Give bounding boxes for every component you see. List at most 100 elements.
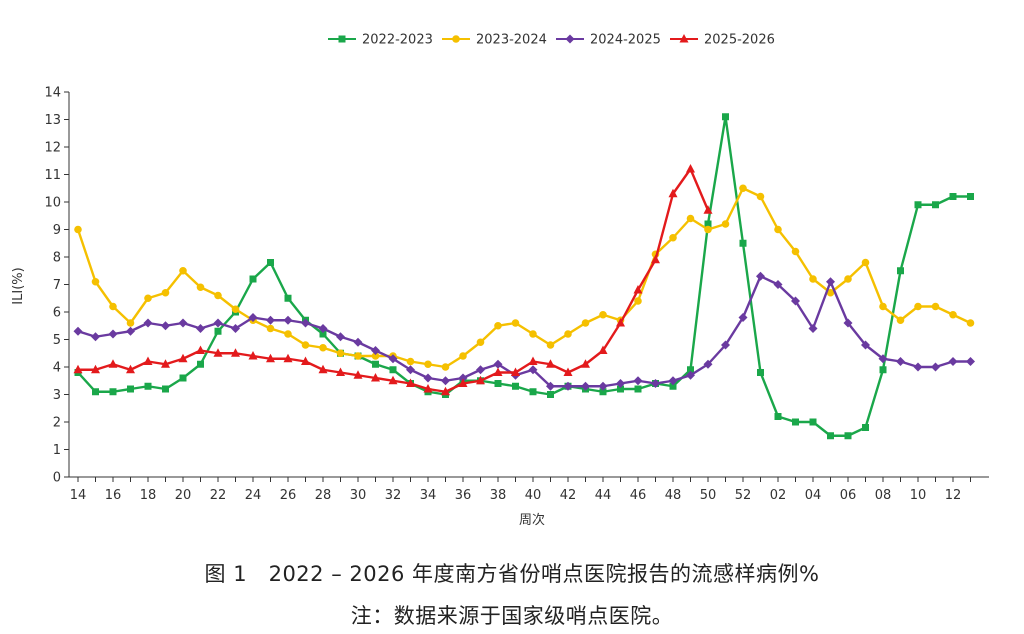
data-point [826, 277, 835, 287]
data-point [598, 381, 608, 391]
data-point [687, 366, 694, 374]
x-tick-label: 22 [210, 488, 227, 503]
data-point [92, 388, 99, 396]
data-point [494, 380, 502, 387]
data-point [389, 366, 397, 374]
data-point [406, 378, 415, 387]
data-point [581, 381, 590, 391]
data-point [388, 354, 398, 364]
data-point [197, 360, 204, 368]
data-point [144, 294, 152, 303]
data-point [774, 413, 782, 420]
data-point [931, 302, 940, 311]
data-point [91, 277, 100, 286]
y-tick-label: 3 [53, 388, 61, 403]
data-point [214, 291, 222, 300]
data-point [127, 385, 134, 393]
data-point [703, 205, 713, 214]
x-tick-label: 04 [805, 488, 822, 503]
data-point [774, 225, 782, 234]
data-point [248, 313, 258, 322]
data-point [703, 359, 713, 369]
data-point [73, 326, 83, 336]
data-point [319, 343, 327, 352]
data-point [441, 386, 450, 396]
data-point [546, 359, 555, 368]
y-tick-label: 0 [53, 471, 61, 486]
x-tick-label: 14 [70, 488, 87, 503]
data-point [301, 356, 310, 365]
data-point [897, 267, 904, 275]
data-point [896, 357, 905, 366]
data-point [74, 225, 82, 234]
data-point [178, 318, 188, 328]
data-point [721, 220, 730, 228]
data-point [948, 357, 958, 366]
data-point [284, 330, 292, 338]
data-point [722, 113, 729, 121]
data-point [493, 359, 503, 369]
series-2022-2023 [74, 113, 974, 440]
x-tick-label: 30 [350, 488, 367, 503]
data-point [792, 418, 799, 426]
data-point [494, 321, 502, 330]
data-point [196, 345, 205, 354]
data-point [476, 365, 485, 375]
data-point [161, 359, 170, 368]
series-line [77, 275, 971, 388]
data-point [371, 373, 380, 382]
data-point [371, 346, 380, 355]
data-point [704, 220, 712, 228]
data-point [179, 374, 187, 382]
legend-item: 2022-2023 [328, 33, 433, 48]
data-point [844, 275, 852, 283]
data-point [546, 341, 555, 349]
data-point [704, 225, 712, 234]
x-tick-label: 26 [280, 488, 297, 503]
data-point [301, 318, 310, 328]
x-tick-label: 40 [525, 488, 542, 503]
data-point [231, 324, 240, 333]
x-tick-label: 34 [420, 488, 437, 503]
data-point [493, 367, 503, 376]
data-point [476, 338, 485, 347]
figure-caption: 图 1 2022 – 2026 年度南方省份哨点医院报告的流感样病例% [204, 562, 820, 586]
data-point [547, 391, 554, 398]
data-point [91, 332, 100, 342]
data-point [161, 288, 170, 297]
data-point [721, 340, 730, 350]
y-tick-label: 11 [44, 168, 61, 183]
data-point [213, 348, 223, 357]
data-point [143, 356, 153, 365]
data-point [932, 201, 939, 209]
data-point [686, 370, 695, 380]
data-point [108, 329, 118, 339]
y-tick-label: 12 [44, 141, 61, 156]
x-tick-label: 24 [245, 488, 262, 503]
data-point [476, 375, 485, 385]
data-point [249, 275, 257, 283]
y-axis-title: ILI(%) [11, 267, 26, 304]
legend-item: 2024-2025 [556, 33, 661, 48]
data-point [843, 318, 853, 328]
data-point [913, 362, 923, 372]
data-point [353, 370, 363, 379]
data-point [529, 330, 537, 338]
data-point [406, 357, 415, 366]
data-point [353, 337, 363, 347]
data-point [739, 239, 747, 247]
series-layer [73, 113, 975, 440]
data-point [318, 324, 328, 333]
data-point [826, 288, 835, 297]
legend-marker [452, 35, 460, 43]
data-point [949, 193, 957, 200]
data-point [266, 315, 275, 325]
data-point [686, 164, 695, 173]
data-point [914, 201, 922, 209]
data-point [914, 302, 922, 311]
y-tick-label: 8 [53, 251, 61, 266]
data-point [896, 316, 905, 325]
data-point [91, 364, 100, 374]
x-tick-label: 36 [455, 488, 472, 503]
y-tick-label: 5 [53, 333, 61, 348]
